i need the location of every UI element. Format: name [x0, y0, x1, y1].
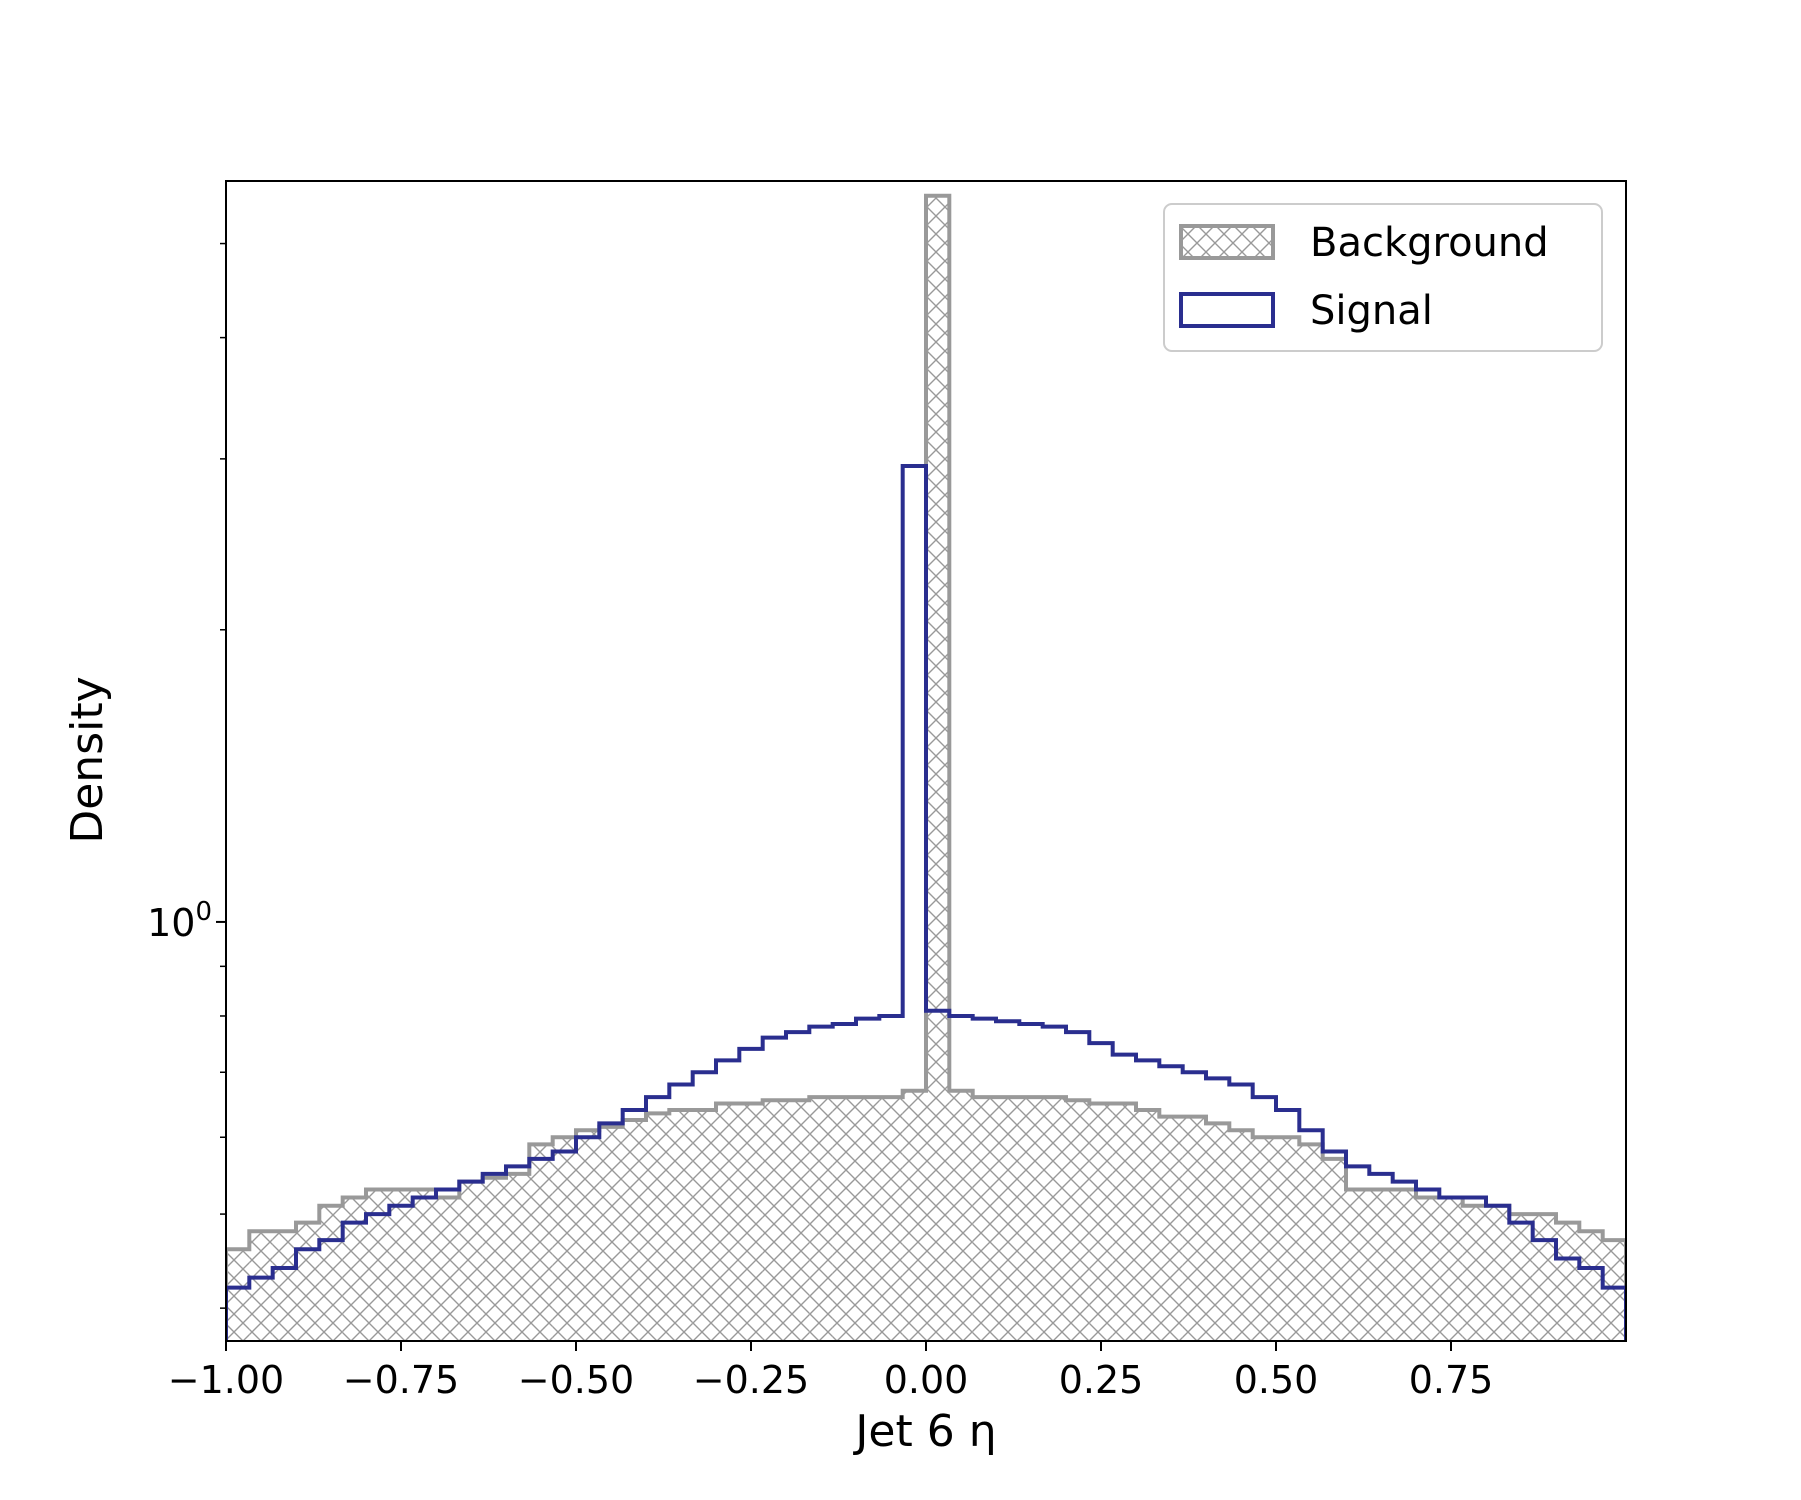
- background-bar: [529, 1144, 553, 1341]
- background-bar: [879, 1097, 903, 1341]
- background-bar: [599, 1126, 623, 1341]
- background-bar: [622, 1120, 646, 1341]
- background-bar: [832, 1097, 856, 1341]
- background-bar: [996, 1097, 1020, 1341]
- background-bar: [226, 1249, 250, 1341]
- background-bar: [576, 1130, 600, 1341]
- background-bar: [1159, 1116, 1183, 1341]
- background-bar: [809, 1097, 833, 1341]
- background-bar: [319, 1205, 343, 1341]
- background-bar: [1509, 1214, 1533, 1341]
- background-bar: [856, 1097, 880, 1341]
- y-axis-ticks: 100: [147, 242, 226, 1309]
- background-bar: [669, 1110, 693, 1341]
- background-bar: [786, 1100, 810, 1341]
- legend-swatch-background: [1179, 224, 1275, 260]
- background-bar: [1579, 1231, 1603, 1341]
- background-bar: [1556, 1222, 1580, 1341]
- background-bar: [482, 1177, 506, 1341]
- background-bar: [739, 1103, 763, 1341]
- x-tick-label: 0.00: [884, 1358, 969, 1402]
- background-bar: [1369, 1189, 1393, 1341]
- x-tick-label: 0.50: [1234, 1358, 1319, 1402]
- x-axis-ticks: −1.00 −0.75 −0.50 −0.25 0.00 0.25 0.50 0.75: [168, 1341, 1494, 1402]
- x-tick-label: −1.00: [168, 1358, 284, 1402]
- background-bar: [1112, 1103, 1136, 1341]
- legend: Background Signal: [1163, 203, 1603, 352]
- background-bar: [972, 1097, 996, 1341]
- background-bar: [1299, 1144, 1323, 1341]
- background-bar: [389, 1189, 413, 1341]
- background-bar: [1066, 1100, 1090, 1341]
- x-tick-label: −0.25: [693, 1358, 809, 1402]
- background-outline: [226, 193, 1626, 1341]
- background-bar: [552, 1137, 576, 1341]
- x-tick-label: 0.75: [1409, 1358, 1494, 1402]
- legend-label-background: Background: [1310, 220, 1549, 266]
- background-bar: [412, 1189, 436, 1341]
- background-bar: [436, 1197, 460, 1341]
- background-bar: [1392, 1189, 1416, 1341]
- background-bar: [1462, 1205, 1486, 1341]
- legend-swatch-signal: [1179, 292, 1275, 328]
- background-bar: [459, 1181, 483, 1341]
- background-bar: [366, 1189, 390, 1341]
- background-bar: [1439, 1197, 1463, 1341]
- background-bar: [272, 1231, 296, 1341]
- background-bar: [1089, 1103, 1113, 1341]
- signal-outline: [226, 463, 1626, 1341]
- background-bar: [342, 1197, 366, 1341]
- y-tick-label: 100: [147, 897, 212, 945]
- background-bar: [949, 1090, 973, 1341]
- x-tick-label: −0.50: [518, 1358, 634, 1402]
- background-bar: [716, 1103, 740, 1341]
- background-bar: [1019, 1097, 1043, 1341]
- background-bar: [1042, 1097, 1066, 1341]
- x-tick-label: −0.75: [343, 1358, 459, 1402]
- background-bar: [902, 1090, 926, 1341]
- background-bar: [1602, 1240, 1626, 1341]
- background-histogram: [226, 193, 1626, 1341]
- background-bar: [1252, 1137, 1276, 1341]
- background-bar: [1532, 1214, 1556, 1341]
- background-bar: [1346, 1189, 1370, 1341]
- background-bar: [506, 1173, 530, 1341]
- background-bar: [1416, 1197, 1440, 1341]
- background-bar: [1322, 1158, 1346, 1341]
- x-axis-label: Jet 6 η: [852, 1406, 996, 1457]
- background-bar: [762, 1100, 786, 1341]
- background-bar: [646, 1113, 670, 1341]
- legend-label-signal: Signal: [1310, 288, 1433, 334]
- background-bar: [249, 1231, 273, 1341]
- background-bar: [1276, 1137, 1300, 1341]
- background-bar: [1486, 1205, 1510, 1341]
- background-bar: [296, 1222, 320, 1341]
- background-bar: [1206, 1123, 1230, 1341]
- signal-histogram: [226, 463, 1626, 1341]
- y-axis-label: Density: [62, 676, 113, 843]
- x-tick-label: 0.25: [1059, 1358, 1144, 1402]
- background-bar: [1229, 1130, 1253, 1341]
- background-bar: [1182, 1116, 1206, 1341]
- background-bar: [692, 1110, 716, 1341]
- background-bar: [1136, 1110, 1160, 1341]
- background-bar: [926, 195, 950, 1341]
